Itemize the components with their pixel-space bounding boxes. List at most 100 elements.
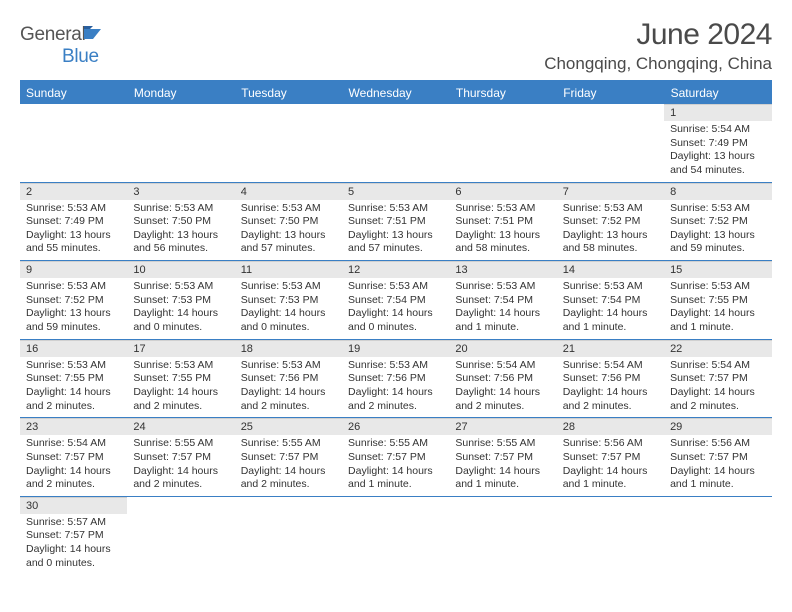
day-details: Sunrise: 5:54 AMSunset: 7:56 PMDaylight:…	[449, 357, 556, 418]
calendar-cell: 14Sunrise: 5:53 AMSunset: 7:54 PMDayligh…	[557, 261, 664, 340]
calendar-cell: 27Sunrise: 5:55 AMSunset: 7:57 PMDayligh…	[449, 418, 556, 497]
day-details: Sunrise: 5:53 AMSunset: 7:56 PMDaylight:…	[342, 357, 449, 418]
day-number: 8	[664, 183, 771, 200]
calendar-cell: 22Sunrise: 5:54 AMSunset: 7:57 PMDayligh…	[664, 339, 771, 418]
day-number: 24	[127, 418, 234, 435]
day-details: Sunrise: 5:54 AMSunset: 7:49 PMDaylight:…	[664, 121, 771, 182]
day-number: 14	[557, 261, 664, 278]
day-details: Sunrise: 5:55 AMSunset: 7:57 PMDaylight:…	[127, 435, 234, 496]
day-number: 17	[127, 340, 234, 357]
day-number: 16	[20, 340, 127, 357]
day-details: Sunrise: 5:55 AMSunset: 7:57 PMDaylight:…	[235, 435, 342, 496]
logo-general: General	[20, 24, 86, 45]
day-details: Sunrise: 5:57 AMSunset: 7:57 PMDaylight:…	[20, 514, 127, 575]
day-details: Sunrise: 5:55 AMSunset: 7:57 PMDaylight:…	[449, 435, 556, 496]
day-number: 3	[127, 183, 234, 200]
calendar-cell	[127, 496, 234, 574]
day-number: 22	[664, 340, 771, 357]
day-number: 4	[235, 183, 342, 200]
day-details: Sunrise: 5:55 AMSunset: 7:57 PMDaylight:…	[342, 435, 449, 496]
day-details: Sunrise: 5:53 AMSunset: 7:50 PMDaylight:…	[235, 200, 342, 261]
calendar-cell: 26Sunrise: 5:55 AMSunset: 7:57 PMDayligh…	[342, 418, 449, 497]
day-details: Sunrise: 5:54 AMSunset: 7:56 PMDaylight:…	[557, 357, 664, 418]
day-details: Sunrise: 5:53 AMSunset: 7:51 PMDaylight:…	[342, 200, 449, 261]
calendar-cell: 3Sunrise: 5:53 AMSunset: 7:50 PMDaylight…	[127, 182, 234, 261]
calendar-cell: 24Sunrise: 5:55 AMSunset: 7:57 PMDayligh…	[127, 418, 234, 497]
day-details: Sunrise: 5:53 AMSunset: 7:52 PMDaylight:…	[20, 278, 127, 339]
day-header-row: Sunday Monday Tuesday Wednesday Thursday…	[20, 82, 772, 104]
calendar-cell: 30Sunrise: 5:57 AMSunset: 7:57 PMDayligh…	[20, 496, 127, 574]
day-number: 21	[557, 340, 664, 357]
day-number: 1	[664, 104, 771, 121]
calendar-cell	[127, 104, 234, 182]
day-number: 27	[449, 418, 556, 435]
calendar-cell	[235, 104, 342, 182]
calendar-cell: 19Sunrise: 5:53 AMSunset: 7:56 PMDayligh…	[342, 339, 449, 418]
day-details: Sunrise: 5:53 AMSunset: 7:53 PMDaylight:…	[127, 278, 234, 339]
day-details: Sunrise: 5:53 AMSunset: 7:55 PMDaylight:…	[20, 357, 127, 418]
calendar-cell: 6Sunrise: 5:53 AMSunset: 7:51 PMDaylight…	[449, 182, 556, 261]
day-number: 15	[664, 261, 771, 278]
calendar-cell: 9Sunrise: 5:53 AMSunset: 7:52 PMDaylight…	[20, 261, 127, 340]
day-details: Sunrise: 5:53 AMSunset: 7:54 PMDaylight:…	[449, 278, 556, 339]
col-friday: Friday	[557, 82, 664, 104]
day-number: 13	[449, 261, 556, 278]
calendar-cell	[449, 104, 556, 182]
col-sunday: Sunday	[20, 82, 127, 104]
day-number: 6	[449, 183, 556, 200]
col-thursday: Thursday	[449, 82, 556, 104]
calendar-week-row: 2Sunrise: 5:53 AMSunset: 7:49 PMDaylight…	[20, 182, 772, 261]
calendar-cell	[342, 496, 449, 574]
calendar-cell: 5Sunrise: 5:53 AMSunset: 7:51 PMDaylight…	[342, 182, 449, 261]
day-number: 10	[127, 261, 234, 278]
calendar-cell: 4Sunrise: 5:53 AMSunset: 7:50 PMDaylight…	[235, 182, 342, 261]
page-title: June 2024	[544, 18, 772, 52]
calendar-week-row: 23Sunrise: 5:54 AMSunset: 7:57 PMDayligh…	[20, 418, 772, 497]
day-details: Sunrise: 5:53 AMSunset: 7:54 PMDaylight:…	[342, 278, 449, 339]
day-number: 30	[20, 497, 127, 514]
calendar-cell: 7Sunrise: 5:53 AMSunset: 7:52 PMDaylight…	[557, 182, 664, 261]
calendar-week-row: 30Sunrise: 5:57 AMSunset: 7:57 PMDayligh…	[20, 496, 772, 574]
calendar-cell	[664, 496, 771, 574]
day-number: 23	[20, 418, 127, 435]
day-details: Sunrise: 5:53 AMSunset: 7:54 PMDaylight:…	[557, 278, 664, 339]
calendar-cell	[557, 496, 664, 574]
calendar-week-row: 16Sunrise: 5:53 AMSunset: 7:55 PMDayligh…	[20, 339, 772, 418]
calendar-cell: 10Sunrise: 5:53 AMSunset: 7:53 PMDayligh…	[127, 261, 234, 340]
day-details: Sunrise: 5:53 AMSunset: 7:53 PMDaylight:…	[235, 278, 342, 339]
day-number: 29	[664, 418, 771, 435]
col-monday: Monday	[127, 82, 234, 104]
day-details: Sunrise: 5:53 AMSunset: 7:50 PMDaylight:…	[127, 200, 234, 261]
calendar-cell	[557, 104, 664, 182]
day-number: 26	[342, 418, 449, 435]
title-block: June 2024 Chongqing, Chongqing, China	[544, 18, 772, 74]
day-details: Sunrise: 5:53 AMSunset: 7:55 PMDaylight:…	[127, 357, 234, 418]
logo: GeneralBlue	[20, 18, 106, 68]
day-details: Sunrise: 5:54 AMSunset: 7:57 PMDaylight:…	[20, 435, 127, 496]
day-details: Sunrise: 5:56 AMSunset: 7:57 PMDaylight:…	[664, 435, 771, 496]
day-number: 19	[342, 340, 449, 357]
calendar-cell: 8Sunrise: 5:53 AMSunset: 7:52 PMDaylight…	[664, 182, 771, 261]
col-tuesday: Tuesday	[235, 82, 342, 104]
calendar-cell: 16Sunrise: 5:53 AMSunset: 7:55 PMDayligh…	[20, 339, 127, 418]
calendar-cell: 28Sunrise: 5:56 AMSunset: 7:57 PMDayligh…	[557, 418, 664, 497]
logo-flag-icon	[84, 24, 106, 46]
calendar-cell: 1Sunrise: 5:54 AMSunset: 7:49 PMDaylight…	[664, 104, 771, 182]
day-details: Sunrise: 5:53 AMSunset: 7:51 PMDaylight:…	[449, 200, 556, 261]
calendar-table: Sunday Monday Tuesday Wednesday Thursday…	[20, 82, 772, 574]
calendar-cell: 23Sunrise: 5:54 AMSunset: 7:57 PMDayligh…	[20, 418, 127, 497]
logo-blue: Blue	[20, 46, 99, 67]
day-details: Sunrise: 5:53 AMSunset: 7:56 PMDaylight:…	[235, 357, 342, 418]
day-number: 28	[557, 418, 664, 435]
col-saturday: Saturday	[664, 82, 771, 104]
calendar-cell: 11Sunrise: 5:53 AMSunset: 7:53 PMDayligh…	[235, 261, 342, 340]
calendar-cell: 18Sunrise: 5:53 AMSunset: 7:56 PMDayligh…	[235, 339, 342, 418]
day-number: 20	[449, 340, 556, 357]
day-number: 12	[342, 261, 449, 278]
day-number: 5	[342, 183, 449, 200]
calendar-cell: 25Sunrise: 5:55 AMSunset: 7:57 PMDayligh…	[235, 418, 342, 497]
day-details: Sunrise: 5:53 AMSunset: 7:55 PMDaylight:…	[664, 278, 771, 339]
day-number: 25	[235, 418, 342, 435]
calendar-week-row: 9Sunrise: 5:53 AMSunset: 7:52 PMDaylight…	[20, 261, 772, 340]
day-number: 7	[557, 183, 664, 200]
